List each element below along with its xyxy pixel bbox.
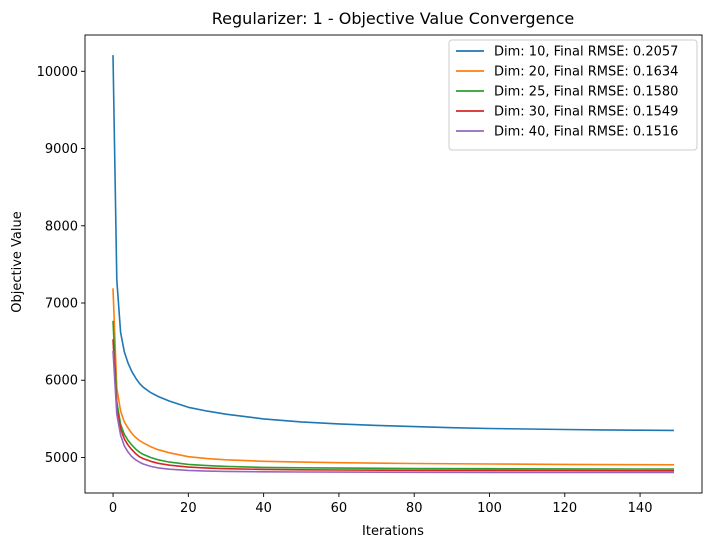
y-tick-label: 10000 — [37, 65, 78, 80]
plot-frame — [84, 34, 703, 494]
legend-label: Dim: 20, Final RMSE: 0.1634 — [494, 65, 678, 80]
x-axis-label: Iterations — [362, 524, 424, 539]
legend-label: Dim: 10, Final RMSE: 0.2057 — [494, 45, 678, 60]
y-tick-label: 9000 — [45, 142, 78, 157]
y-axis: 5000 6000 7000 8000 9000 10000 — [37, 65, 85, 466]
series-line-1 — [112, 55, 675, 432]
plot-area — [84, 34, 703, 494]
y-tick-label: 6000 — [45, 374, 78, 389]
x-tick-label: 140 — [628, 501, 653, 516]
y-axis-label: Objective Value — [10, 211, 25, 312]
legend-label: Dim: 40, Final RMSE: 0.1516 — [494, 125, 678, 140]
x-tick-label: 20 — [180, 501, 197, 516]
chart-title: Regularizer: 1 - Objective Value Converg… — [212, 9, 574, 28]
series-line-2 — [112, 288, 675, 466]
y-tick-label: 7000 — [45, 297, 78, 312]
legend: Dim: 10, Final RMSE: 0.2057 Dim: 20, Fina… — [448, 39, 698, 151]
x-axis: 0 20 40 60 80 100 120 140 — [109, 493, 653, 516]
series-line-3 — [112, 320, 675, 470]
x-tick-label: 80 — [406, 501, 423, 516]
y-tick-label: 5000 — [45, 451, 78, 466]
y-tick-label: 8000 — [45, 219, 78, 234]
x-tick-label: 120 — [552, 501, 577, 516]
legend-label: Dim: 25, Final RMSE: 0.1580 — [494, 85, 678, 100]
legend-label: Dim: 30, Final RMSE: 0.1549 — [494, 105, 678, 120]
x-tick-label: 100 — [477, 501, 502, 516]
series-line-4 — [112, 339, 675, 472]
series-line-5 — [112, 350, 674, 474]
x-tick-label: 0 — [109, 501, 117, 516]
x-tick-label: 60 — [331, 501, 348, 516]
legend-box — [448, 39, 698, 151]
x-tick-label: 40 — [255, 501, 272, 516]
